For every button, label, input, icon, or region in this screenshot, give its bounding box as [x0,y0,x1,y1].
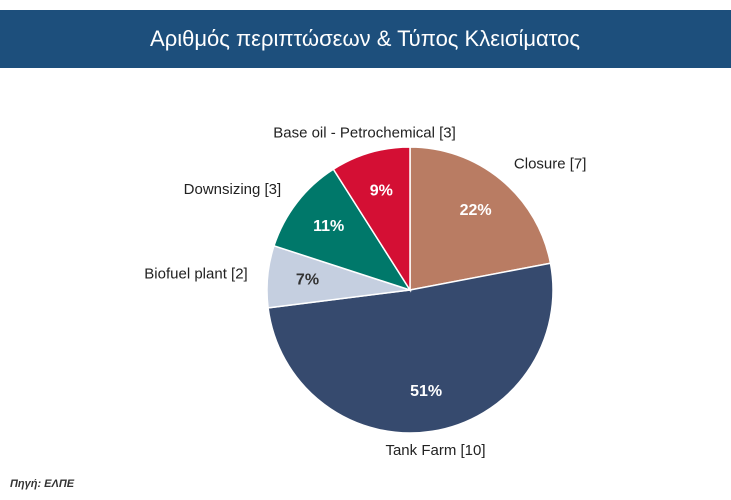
category-label: Downsizing [3] [184,181,282,198]
pie-slice [332,146,411,293]
category-label: Tank Farm [10] [385,442,485,459]
pie-slice [273,168,412,292]
data-label: 9% [370,182,393,199]
source: Πηγή: ΕΛΠΕ [10,478,75,490]
data-label: 51% [410,383,442,400]
pie-slice [409,146,552,291]
data-label: 7% [296,272,319,289]
category-label: Closure [7] [514,155,587,172]
chart-title: Αριθμός περιπτώσεων & Τύπος Κλεισίματος [150,26,580,51]
title-banner [0,10,731,68]
data-label: 22% [460,202,492,219]
category-label: Biofuel plant [2] [144,266,247,283]
data-label: 11% [313,218,344,235]
pie-slice [267,262,554,434]
category-label: Base oil - Petrochemical [3] [273,124,456,141]
